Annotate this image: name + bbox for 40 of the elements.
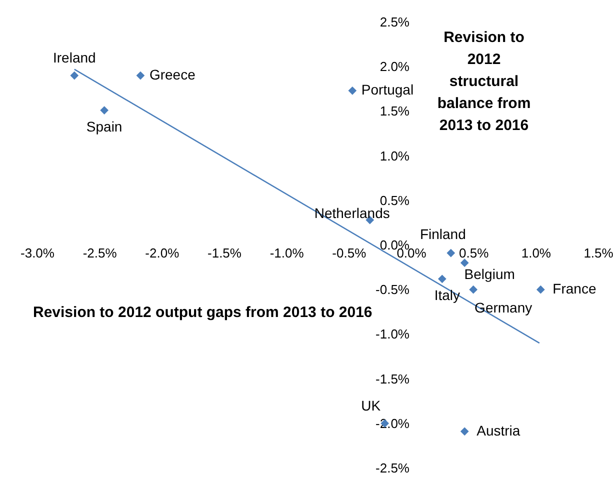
point	[536, 285, 545, 294]
point	[70, 71, 79, 80]
x-tick-label: -2.5%	[82, 246, 118, 260]
y-tick-label: -1.5%	[376, 371, 410, 386]
annotation: UK	[361, 397, 382, 414]
x-tick-label: -3.0%	[20, 246, 55, 260]
point	[100, 106, 109, 114]
annotation: France	[552, 280, 596, 297]
x-tick-label: 1.0%	[521, 246, 552, 260]
y-tick-label: -1.0%	[376, 326, 410, 342]
y-tick-label: 1.0%	[380, 148, 410, 164]
x-tick-label: -1.5%	[208, 246, 242, 260]
annotation: Ireland	[52, 50, 96, 66]
point	[446, 248, 456, 258]
point	[460, 258, 469, 268]
y-tick-label: -0.5%	[376, 282, 410, 298]
annotation: Finland	[420, 226, 466, 242]
y-tick-label: 2.5%	[380, 14, 410, 30]
y-tick-label: 1.5%	[380, 104, 410, 119]
annotation: Italy	[434, 286, 460, 303]
point	[438, 274, 446, 284]
x-tick-label: -0.5%	[332, 246, 367, 260]
point	[460, 427, 469, 436]
x-tick-label: -1.0%	[270, 246, 304, 260]
y-tick-label: 0.5%	[380, 192, 410, 208]
point	[348, 86, 357, 95]
point	[136, 71, 145, 80]
x-tick-label: 1.5%	[584, 246, 613, 260]
y-tick-label: 2.0%	[380, 59, 410, 74]
annotation: Belgium	[464, 266, 515, 282]
annotation: Spain	[86, 118, 122, 134]
x-tick-label: -2.0%	[145, 246, 180, 260]
x-tick-label: 0.5%	[459, 246, 490, 260]
annotation: Greece	[149, 66, 196, 83]
y-axis-title: Revision to 2012 structural balance from 2013 to 2016	[437, 29, 531, 134]
annotation: Portugal	[361, 82, 414, 98]
y-tick-label: -2.5%	[376, 460, 410, 476]
annotation: Austria	[476, 422, 520, 438]
x-axis-title: Revision to 2012 output gaps from 2013 to 2016	[33, 304, 372, 321]
point	[469, 285, 478, 294]
